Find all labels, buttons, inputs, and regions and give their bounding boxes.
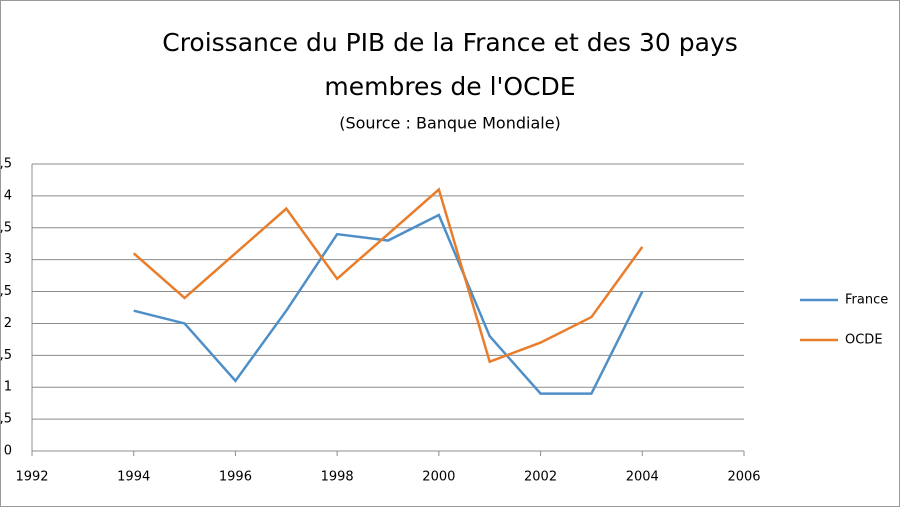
series-line: [132, 187, 644, 364]
x-tick-label: 1992: [15, 470, 48, 485]
y-tick-label: 0: [4, 444, 12, 459]
x-tick-label: 2000: [422, 470, 455, 485]
x-tick-label: 2002: [524, 470, 557, 485]
x-tick-label: 1996: [219, 470, 252, 485]
y-tick-label: 3,5: [0, 220, 12, 235]
chart-title: Croissance du PIB de la France et des 30…: [162, 28, 738, 57]
legend-label: France: [845, 293, 888, 308]
y-tick-label: 1: [4, 380, 12, 395]
x-tick-label: 2004: [626, 470, 659, 485]
y-tick-label: 2,5: [0, 284, 12, 299]
y-tick-label: 4: [4, 188, 12, 203]
y-tick-label: 0,5: [0, 412, 12, 427]
legend-label: OCDE: [845, 333, 883, 348]
series-line: [133, 213, 644, 395]
chart-subtitle: (Source : Banque Mondiale): [339, 114, 561, 133]
y-tick-label: 1,5: [0, 348, 12, 363]
x-tick-label: 1994: [117, 470, 150, 485]
x-tick-label: 1998: [321, 470, 354, 485]
y-tick-label: 2: [4, 316, 12, 331]
y-tick-label: 4,5: [0, 157, 12, 172]
y-tick-label: 3: [4, 252, 12, 267]
chart-title: membres de l'OCDE: [324, 72, 575, 101]
x-tick-label: 2006: [727, 470, 760, 485]
